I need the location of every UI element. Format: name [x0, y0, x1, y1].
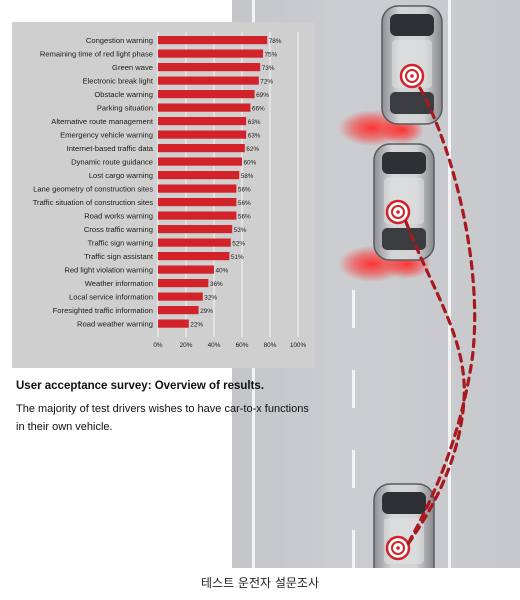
tick-label: 20% [180, 342, 193, 349]
category-label: Lane geometry of construction sites [33, 185, 153, 194]
bar [158, 265, 214, 274]
car-middle [373, 143, 435, 261]
category-label: Local service information [69, 293, 153, 302]
bar [158, 319, 189, 328]
value-label: 56% [238, 187, 251, 194]
value-label: 29% [200, 308, 213, 315]
caption-title: User acceptance survey: Overview of resu… [16, 380, 265, 392]
value-label: 72% [260, 79, 273, 86]
tick-label: 80% [264, 342, 277, 349]
category-label: Cross traffic warning [84, 225, 153, 234]
tick-label: 40% [208, 342, 221, 349]
value-label: 62% [246, 146, 259, 153]
value-label: 32% [204, 295, 217, 302]
bar [158, 184, 237, 193]
category-label: Congestion warning [86, 36, 153, 45]
bar [158, 225, 233, 234]
lane-dash [352, 290, 355, 328]
category-label: Red light violation warning [64, 266, 153, 275]
bar [158, 211, 237, 220]
category-label: Foresighted traffic information [53, 306, 153, 315]
bar [158, 63, 261, 72]
value-label: 75% [265, 52, 278, 59]
communication-path [404, 220, 466, 546]
category-label: Traffic situation of construction sites [33, 198, 153, 207]
category-label: Weather information [85, 279, 153, 288]
bar [158, 198, 237, 207]
bar [158, 306, 199, 315]
value-label: 22% [190, 322, 203, 329]
category-label: Dynamic route guidance [71, 158, 153, 167]
value-label: 63% [248, 133, 261, 140]
bar [158, 130, 247, 139]
image-caption: 테스트 운전자 설문조사 [200, 576, 320, 590]
tick-label: 0% [153, 342, 163, 349]
bar [158, 238, 231, 247]
value-label: 52% [232, 241, 245, 248]
value-label: 66% [252, 106, 265, 113]
category-label: Electronic break light [83, 77, 154, 86]
category-label: Road works warning [84, 212, 153, 221]
bar [158, 76, 259, 85]
category-label: Green wave [112, 63, 153, 72]
car-bottom [373, 483, 435, 568]
category-label: Alternative route management [51, 117, 154, 126]
category-label: Obstacle warning [94, 90, 153, 99]
bar [158, 103, 251, 112]
car-top [381, 5, 443, 125]
value-label: 60% [244, 160, 257, 167]
value-label: 63% [248, 119, 261, 126]
bar [158, 49, 263, 58]
lane-edge-line [448, 0, 451, 568]
category-label: Emergency vehicle warning [60, 131, 153, 140]
category-label: Traffic sign assistant [84, 252, 154, 261]
category-label: Remaining time of red light phase [40, 50, 153, 59]
category-label: Lost cargo warning [89, 171, 153, 180]
bar [158, 90, 255, 99]
lane-dash [352, 450, 355, 488]
bar [158, 171, 240, 180]
tick-label: 60% [236, 342, 249, 349]
bar-chart: Congestion warning 78% Remaining time of r… [33, 32, 307, 349]
value-label: 51% [231, 254, 244, 261]
illustration-scene: Congestion warning 78% Remaining time of r… [12, 0, 520, 568]
category-label: Internet-based traffic data [67, 144, 154, 153]
value-label: 40% [216, 268, 229, 275]
bar [158, 36, 268, 45]
lane-dash [352, 370, 355, 408]
bar [158, 292, 203, 301]
value-label: 36% [210, 281, 223, 288]
bar [158, 144, 245, 153]
bar [158, 252, 230, 261]
bar [158, 117, 247, 126]
value-label: 58% [241, 173, 254, 180]
category-label: Parking situation [97, 104, 153, 113]
caption-body: The majority of test drivers wishes to h… [16, 403, 309, 433]
value-label: 53% [234, 227, 247, 234]
bar [158, 279, 209, 288]
communication-path [408, 86, 477, 542]
value-label: 78% [269, 38, 282, 45]
value-label: 73% [262, 65, 275, 72]
cars-illustration [338, 5, 477, 568]
value-label: 56% [238, 214, 251, 221]
lane-dash [352, 530, 355, 568]
chart-panel: Congestion warning 78% Remaining time of r… [12, 22, 314, 368]
category-label: Traffic sign warning [88, 239, 153, 248]
tick-label: 100% [290, 342, 307, 349]
bar [158, 157, 242, 166]
value-label: 56% [238, 200, 251, 207]
value-label: 69% [256, 92, 269, 99]
category-label: Road weather warning [77, 320, 153, 329]
